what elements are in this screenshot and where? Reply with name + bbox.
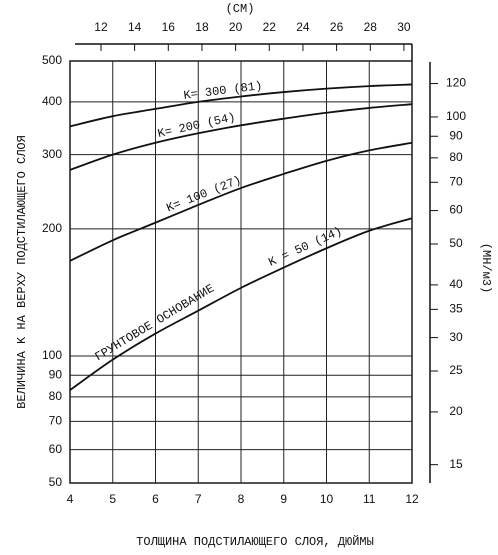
- x2-tick-label: 26: [330, 20, 344, 34]
- y2-axis-label: (МН/м3): [479, 243, 493, 293]
- x2-axis-label: (СМ): [226, 2, 255, 16]
- x2-tick-label: 20: [229, 20, 243, 34]
- x2-tick-label: 30: [397, 20, 411, 34]
- series-line: [69, 83, 413, 128]
- x-tick-label: 10: [320, 492, 334, 506]
- y2-tick-label: 80: [449, 150, 463, 164]
- series-label: K= 100 (27): [165, 173, 244, 215]
- series-label: K= 200 (54): [156, 110, 236, 141]
- y-tick-label: 90: [49, 367, 63, 381]
- y-tick-label: 200: [42, 221, 62, 235]
- y-tick-label: 60: [49, 442, 63, 456]
- x-axis-label: ТОЛЩИНА ПОДСТИЛАЮЩЕГО СЛОЯ, ДЮЙМЫ: [136, 534, 374, 549]
- y2-tick-label: 60: [449, 203, 463, 217]
- x2-tick-label: 12: [94, 20, 108, 34]
- y2-tick-label: 30: [449, 330, 463, 344]
- x-tick-label: 4: [67, 492, 74, 506]
- x2-tick-label: 24: [296, 20, 310, 34]
- x2-tick-label: 14: [128, 20, 142, 34]
- y-tick-label: 100: [42, 348, 62, 362]
- y2-tick-label: 90: [449, 128, 463, 142]
- y2-tick-label: 120: [446, 76, 466, 90]
- y-tick-label: 50: [49, 475, 63, 489]
- y2-tick-label: 70: [449, 174, 463, 188]
- y-tick-label: 500: [42, 53, 62, 67]
- y2-tick-label: 25: [449, 363, 463, 377]
- y2-tick-label: 15: [449, 457, 463, 471]
- series-line: [69, 217, 413, 391]
- y-tick-label: 300: [42, 147, 62, 161]
- x-tick-label: 7: [195, 492, 202, 506]
- series-label: K = 50 (14): [266, 224, 344, 269]
- x-tick-label: 9: [280, 492, 287, 506]
- y2-tick-label: 50: [449, 236, 463, 250]
- x-tick-label: 12: [405, 492, 419, 506]
- x-tick-label: 11: [363, 492, 376, 506]
- x-tick-label: 6: [152, 492, 159, 506]
- series-line: [69, 103, 413, 171]
- y-tick-label: 80: [49, 389, 63, 403]
- x-tick-label: 8: [238, 492, 245, 506]
- x2-tick-label: 22: [263, 20, 277, 34]
- y2-tick-label: 20: [449, 404, 463, 418]
- series-line: [69, 141, 413, 262]
- y-axis-label: ВЕЛИЧИНА K НА ВЕРХУ ПОДСТИЛАЮЩЕГО СЛОЯ: [15, 135, 29, 409]
- x-tick-label: 5: [109, 492, 116, 506]
- y2-tick-label: 100: [446, 109, 466, 123]
- x2-tick-label: 16: [162, 20, 176, 34]
- y-tick-label: 70: [49, 414, 63, 428]
- y2-tick-label: 40: [449, 277, 463, 291]
- x2-tick-label: 28: [364, 20, 378, 34]
- y-tick-label: 400: [42, 94, 62, 108]
- x2-tick-label: 18: [195, 20, 209, 34]
- y2-tick-label: 35: [449, 302, 463, 316]
